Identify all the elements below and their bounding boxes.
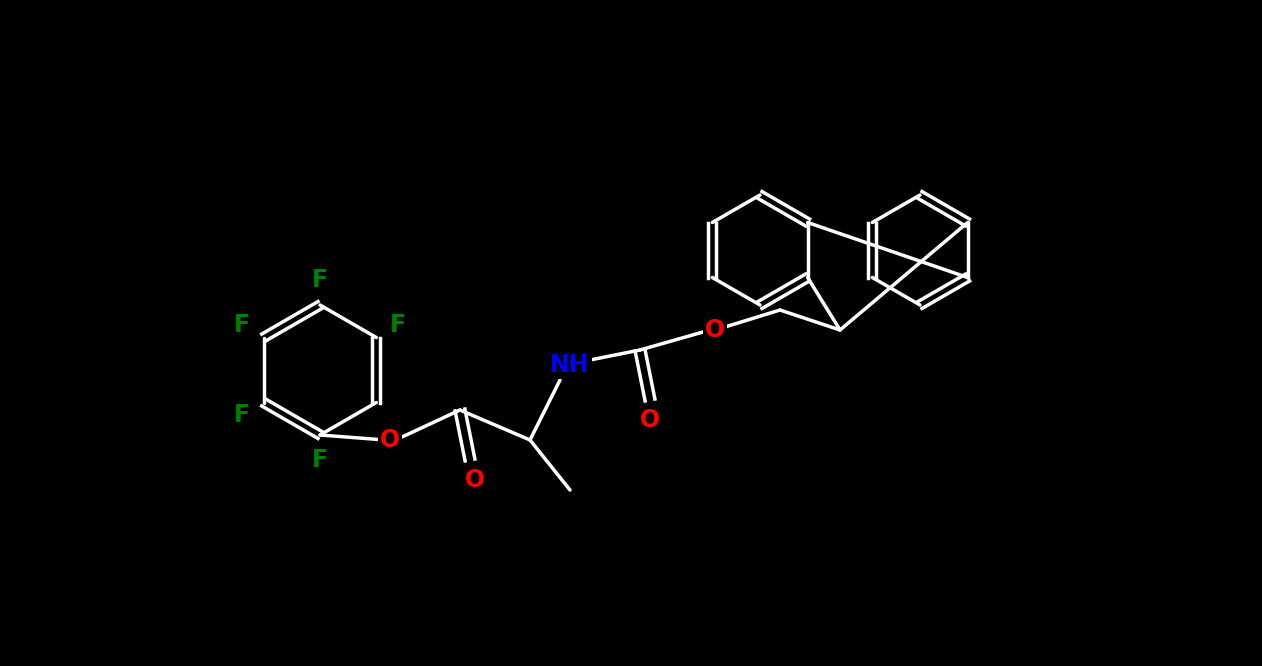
- Text: F: F: [233, 403, 250, 427]
- Text: F: F: [312, 268, 328, 292]
- Text: O: O: [380, 428, 400, 452]
- Text: O: O: [705, 318, 726, 342]
- Text: O: O: [640, 408, 660, 432]
- Text: F: F: [390, 313, 406, 337]
- Text: F: F: [312, 448, 328, 472]
- Text: NH: NH: [550, 353, 589, 377]
- Text: F: F: [233, 313, 250, 337]
- Text: O: O: [464, 468, 485, 492]
